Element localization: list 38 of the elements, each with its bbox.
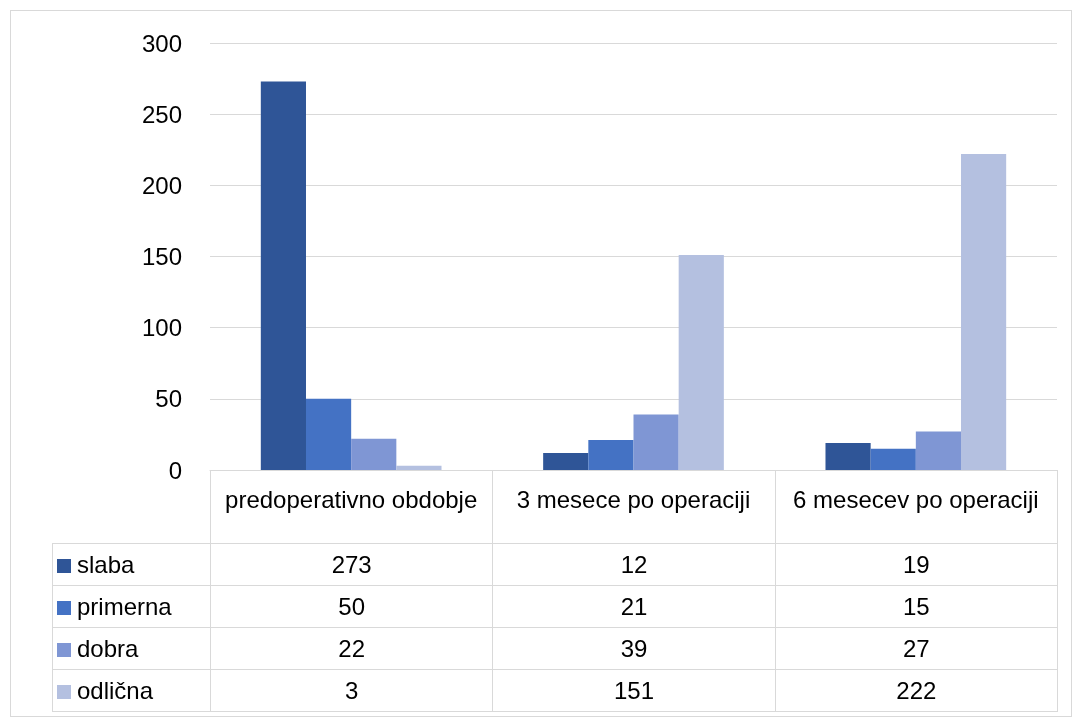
bar <box>305 398 352 470</box>
data-label: 273 <box>210 543 493 586</box>
y-tick-label: 250 <box>141 100 182 128</box>
data-label: 3 <box>210 669 493 712</box>
data-label: 15 <box>775 585 1058 628</box>
bar <box>961 154 1007 470</box>
data-label: 151 <box>492 669 776 712</box>
bar <box>915 431 962 470</box>
y-tick-label: 150 <box>141 243 182 270</box>
bar <box>396 465 442 470</box>
legend-label: dobra <box>52 627 211 670</box>
data-label: 12 <box>492 543 776 586</box>
data-label: 19 <box>775 543 1058 586</box>
x-tick-label: 3 mesece po operaciji <box>516 485 751 513</box>
x-tick-label: 6 mesecev po operaciji <box>793 485 1039 513</box>
bar <box>870 448 916 470</box>
legend-label: primerna <box>52 585 211 628</box>
data-label: 39 <box>492 627 776 670</box>
legend-label: odlična <box>52 669 211 712</box>
bar <box>588 440 634 470</box>
y-tick-label: 50 <box>155 385 182 413</box>
bar <box>825 442 871 470</box>
data-label: 27 <box>775 627 1058 670</box>
bar <box>351 438 397 470</box>
y-tick-label: 200 <box>141 171 182 199</box>
data-label: 50 <box>210 585 493 628</box>
bar <box>633 414 679 470</box>
data-label: 22 <box>210 627 493 670</box>
legend-label: slaba <box>52 543 211 586</box>
y-tick-label: 100 <box>141 314 182 342</box>
bar <box>260 81 306 470</box>
bar <box>543 452 589 470</box>
data-label: 21 <box>492 585 776 628</box>
x-tick-label: predoperativno obdobje <box>225 485 478 513</box>
y-tick-label: 0 <box>168 456 182 484</box>
data-label: 222 <box>775 669 1058 712</box>
y-tick-label: 300 <box>141 29 182 57</box>
bar <box>678 255 724 470</box>
